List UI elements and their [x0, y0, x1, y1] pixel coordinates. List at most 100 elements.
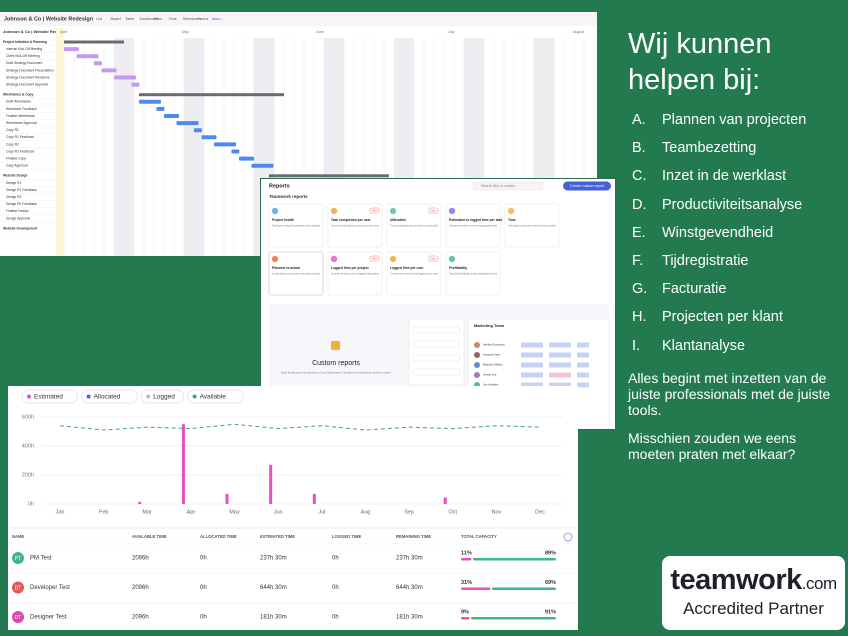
tab: More... — [212, 17, 224, 21]
table-cell: 237h 30m — [396, 556, 423, 562]
capacity-screenshot: Estimated Allocated Logged Available 0h 200h 4… — [8, 386, 578, 630]
logo-word: teamwork.com — [662, 564, 845, 597]
metric-bar — [521, 342, 543, 348]
new-badge-label: New — [431, 256, 436, 260]
metric-bar — [549, 352, 571, 358]
today-column — [56, 28, 64, 256]
table-header: TOTAL CAPACITY — [461, 534, 497, 539]
capacity-free-bar — [491, 587, 556, 590]
weekend — [324, 38, 334, 256]
table-header: ESTIMATED TIME — [260, 534, 295, 539]
task-name: Strategy Document Revisions — [6, 75, 50, 79]
custom-title: Custom reports — [312, 360, 360, 367]
task-bar — [231, 149, 240, 154]
card-title: Logged time per project — [331, 266, 369, 270]
legend-dot — [27, 394, 31, 399]
card-title: Time — [508, 218, 516, 222]
task-name: Wireframes & Copy — [3, 93, 34, 97]
card-text: Track and manage the progress of your pr… — [272, 224, 321, 228]
report-card — [445, 251, 501, 296]
service-item: H. Projecten per klant — [632, 309, 843, 337]
search-box — [472, 181, 544, 191]
metric-bar — [577, 372, 589, 378]
weekend — [404, 38, 414, 256]
card-title: Profitability — [449, 266, 467, 270]
card-text: Compare the amount of time logged across… — [331, 272, 380, 276]
table-cell: 181h 30m — [260, 615, 287, 621]
bar — [312, 493, 316, 504]
card-icon — [271, 207, 279, 215]
capacity-used-bar — [461, 558, 472, 561]
task-bar — [214, 142, 236, 147]
capacity-used: 9% — [461, 609, 469, 615]
avatar — [474, 342, 480, 348]
table-cell: 2096h — [132, 615, 149, 621]
card-icon — [389, 207, 397, 215]
month-label: June — [316, 30, 324, 34]
avatar — [474, 372, 480, 378]
weekend — [534, 38, 544, 256]
metric-bar — [577, 342, 589, 348]
task-name: Strategy Document Presentation — [6, 68, 54, 72]
card-title: Project health — [272, 218, 294, 222]
person-name: Ashley Goodman — [483, 343, 505, 347]
table-cell: 0h — [200, 556, 207, 562]
task-name: Copy R2 Feedback — [6, 149, 35, 153]
search-placeholder: Search title or creator — [481, 184, 516, 188]
task-bar — [114, 75, 136, 80]
avatar-initials: DT — [15, 615, 22, 621]
weekend — [394, 38, 404, 256]
section-title: Teamwork reports — [269, 194, 308, 199]
weekend — [474, 38, 484, 256]
new-badge-label: New — [372, 256, 377, 260]
task-bar — [193, 128, 202, 133]
table-header: ALLOCATED TIME — [200, 534, 237, 539]
custom-text: Unlock the full power of reporting with … — [281, 371, 391, 375]
avatar — [474, 352, 480, 358]
weekend — [254, 38, 264, 256]
metric-bar — [549, 372, 571, 378]
legend-dot — [192, 394, 197, 399]
item-text: Inzet in de werklast — [662, 168, 787, 185]
filter-field — [412, 354, 461, 362]
avatar — [12, 581, 24, 594]
table-cell: 2096h — [132, 585, 149, 591]
avatar — [12, 611, 24, 623]
capacity-free: 89% — [545, 550, 556, 556]
task-bar — [239, 156, 254, 161]
promo-text: Wij kunnen helpen bij: A. Plannen van pro… — [628, 26, 843, 474]
card-title: Estimated vs logged time per task — [449, 218, 502, 222]
avatar-initials: DT — [15, 585, 22, 591]
tab: Time — [169, 17, 177, 21]
metric-bar — [549, 362, 571, 368]
logo-suffix: .com — [801, 574, 837, 593]
heading: Wij kunnen helpen bij: — [628, 28, 772, 96]
task-name: Website Development — [3, 226, 38, 230]
card-icon — [507, 207, 515, 215]
legend-pill — [81, 389, 138, 404]
task-name: Copy Approval — [6, 164, 28, 168]
task-bar — [176, 121, 199, 126]
metric-bar — [521, 352, 543, 358]
item-text: Productiviteitsanalyse — [662, 196, 803, 213]
card-text: Assess the amount of tasks assigned to a… — [331, 224, 379, 228]
task-name: Finalise Design — [6, 209, 29, 213]
available-line — [59, 423, 541, 431]
bar — [225, 493, 229, 504]
new-badge-label: New — [431, 208, 436, 212]
task-name: Design Approval — [6, 216, 30, 220]
weekend — [124, 38, 134, 256]
task-name: Strategy Document Approval — [6, 82, 48, 86]
card-text: Track logged time across users, teams, c… — [508, 224, 556, 228]
item-letter: E. — [632, 224, 646, 241]
reports-title: Reports — [269, 183, 290, 189]
y-tick-label: 0h — [28, 501, 34, 507]
report-card — [445, 203, 501, 248]
task-name: Copy R1 — [6, 128, 19, 132]
service-item: I. Klantanalyse — [632, 338, 843, 366]
table-header: NAME — [12, 534, 25, 539]
report-card — [327, 203, 383, 248]
metric-bar — [577, 352, 589, 358]
card-text: Compare the amount of time logged across… — [390, 272, 439, 276]
x-tick-label: Sep — [404, 509, 414, 515]
